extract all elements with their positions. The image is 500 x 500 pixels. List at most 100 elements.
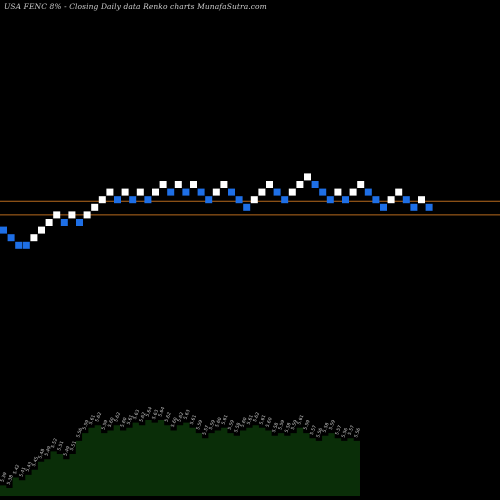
renko-brick-up — [174, 181, 182, 188]
volume-label: 5.59 — [277, 419, 286, 431]
volume-label: 5.60 — [119, 417, 128, 429]
renko-brick-down — [0, 226, 7, 234]
renko-brick-up — [30, 234, 38, 242]
volume-label: 5.59 — [303, 419, 312, 431]
renko-brick-up — [258, 188, 266, 196]
renko-brick-down — [228, 188, 235, 196]
renko-brick-down — [60, 219, 68, 226]
volume-label: 5.61 — [126, 414, 135, 426]
renko-brick-up — [387, 196, 395, 204]
volume-label: 5.57 — [202, 424, 211, 436]
volume-label: 5.62 — [113, 411, 122, 423]
volume-label: 5.57 — [347, 424, 356, 436]
volume-area — [0, 420, 360, 496]
volume-label: 5.52 — [50, 437, 59, 449]
volume-label: 5.59 — [100, 419, 109, 431]
volume-label: 5.59 — [290, 419, 299, 431]
volume-label: 5.59 — [227, 419, 236, 431]
volume-label: 5.51 — [56, 440, 65, 452]
volume-label: 5.61 — [220, 414, 229, 426]
renko-brick-up — [45, 219, 53, 226]
volume-label: 5.56 — [353, 427, 362, 439]
volume-label: 5.58 — [233, 422, 242, 434]
renko-brick-up — [296, 181, 304, 188]
volume-label: 5.62 — [94, 411, 103, 423]
renko-brick-down — [114, 196, 121, 204]
volume-label: 5.59 — [328, 419, 337, 431]
renko-brick-down — [311, 181, 319, 188]
volume-label: 5.61 — [246, 414, 255, 426]
reference-lines — [0, 200, 500, 216]
renko-brick-down — [410, 203, 418, 211]
volume-label: 5.49 — [44, 445, 53, 457]
renko-brick-up — [121, 188, 129, 196]
renko-brick-down — [425, 203, 433, 211]
renko-brick-up — [152, 188, 159, 196]
renko-brick-up — [266, 181, 273, 188]
renko-brick-up — [83, 211, 91, 219]
renko-brick-up — [418, 196, 425, 204]
renko-brick-up — [53, 211, 61, 219]
renko-brick-up — [98, 196, 106, 204]
renko-brick-up — [91, 203, 99, 211]
volume-labels: 5.395.385.425.415.435.455.485.495.525.51… — [0, 406, 362, 486]
volume-label: 5.56 — [315, 427, 324, 439]
volume-label: 5.61 — [258, 414, 267, 426]
volume-label: 5.41 — [18, 466, 27, 478]
volume-label: 5.58 — [322, 422, 331, 434]
renko-brick-down — [326, 196, 334, 204]
renko-brick-down — [364, 188, 372, 196]
volume-label: 5.64 — [145, 406, 154, 418]
renko-brick-up — [106, 188, 114, 196]
renko-brick-down — [15, 241, 23, 249]
volume-label: 5.45 — [31, 456, 40, 468]
renko-brick-up — [357, 181, 365, 188]
volume-label: 5.56 — [75, 427, 84, 439]
volume-label: 5.39 — [0, 471, 9, 483]
volume-label: 5.59 — [195, 419, 204, 431]
volume-label: 5.60 — [107, 417, 116, 429]
volume-label: 5.38 — [6, 474, 15, 486]
volume-label: 5.60 — [214, 417, 223, 429]
renko-brick-down — [243, 203, 251, 211]
renko-brick-down — [76, 219, 83, 226]
renko-brick-down — [22, 241, 30, 249]
volume-label: 5.63 — [151, 409, 160, 421]
renko-brick-down — [167, 188, 175, 196]
volume-label: 5.43 — [25, 461, 34, 473]
renko-brick-up — [190, 181, 197, 188]
volume-label: 5.58 — [271, 422, 280, 434]
renko-brick-up — [250, 196, 258, 204]
volume-label: 5.63 — [183, 409, 192, 421]
renko-brick-up — [288, 188, 296, 196]
renko-brick-down — [144, 196, 152, 204]
volume-area-shape — [0, 420, 360, 496]
volume-label: 5.64 — [157, 406, 166, 418]
volume-label: 5.59 — [82, 419, 91, 431]
volume-label: 5.60 — [170, 417, 179, 429]
renko-brick-up — [38, 226, 45, 234]
volume-label: 5.59 — [208, 419, 217, 431]
renko-brick-up — [220, 181, 228, 188]
renko-brick-down — [7, 234, 15, 242]
renko-brick-down — [380, 203, 387, 211]
renko-brick-down — [273, 188, 281, 196]
renko-brick-down — [235, 196, 243, 204]
renko-brick-down — [342, 196, 349, 204]
volume-label: 5.42 — [12, 464, 21, 476]
volume-label: 5.49 — [63, 445, 72, 457]
renko-brick-down — [205, 196, 213, 204]
volume-label: 5.51 — [69, 440, 78, 452]
renko-brick-down — [319, 188, 327, 196]
volume-label: 5.63 — [132, 409, 141, 421]
volume-label: 5.62 — [252, 411, 261, 423]
volume-label: 5.62 — [164, 411, 173, 423]
volume-label: 5.62 — [138, 411, 147, 423]
volume-label: 5.62 — [176, 411, 185, 423]
renko-brick-down — [402, 196, 410, 204]
renko-brick-up — [136, 188, 144, 196]
volume-label: 5.61 — [296, 414, 305, 426]
volume-label: 5.60 — [265, 417, 274, 429]
renko-brick-up — [68, 211, 76, 219]
renko-bricks — [0, 173, 433, 249]
